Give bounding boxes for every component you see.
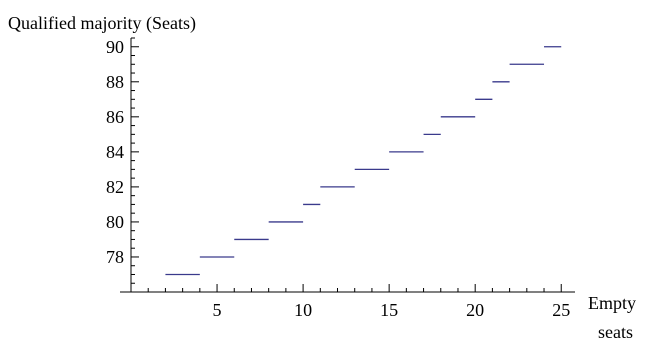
axes: 78 80 82 84 86 88 90 5 10 15 20 25 [106,37,575,320]
y-tick-label: 82 [106,177,124,197]
x-tick-label: 15 [380,300,398,320]
x-tick-label: 5 [213,300,222,320]
x-axis-label-line2: seats [598,322,633,342]
y-tick-label: 90 [106,37,124,57]
x-tick-label: 25 [552,300,570,320]
y-tick-label: 84 [106,142,124,162]
y-tick-label: 86 [106,107,124,127]
data-marks [165,46,562,276]
y-tick-label: 80 [106,212,124,232]
y-tick-label: 88 [106,72,124,92]
x-axis-label-line1: Empty [588,293,636,313]
x-tick-label: 10 [294,300,312,320]
x-tick-label: 20 [466,300,484,320]
y-tick-label: 78 [106,247,124,267]
y-axis-label: Qualified majority (Seats) [8,13,196,34]
